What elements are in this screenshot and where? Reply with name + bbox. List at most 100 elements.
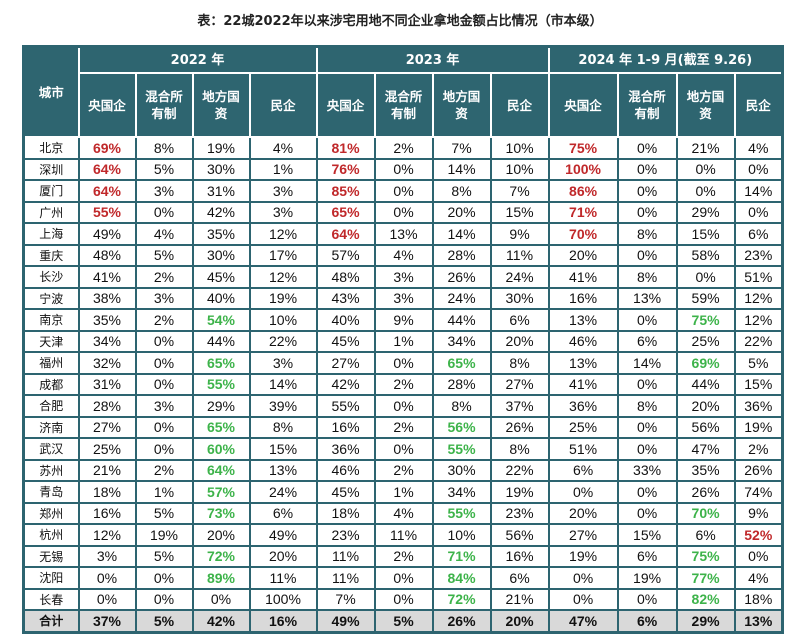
value-cell: 14% [733,179,784,203]
value-cell: 26% [489,415,550,439]
value-cell: 57% [191,480,251,504]
value-cell: 19% [489,480,550,504]
value-cell: 55% [315,394,376,418]
value-cell: 20% [248,544,318,568]
value-cell: 73% [191,501,251,525]
value-cell: 82% [675,587,736,611]
header-col: 民企 [248,72,318,138]
value-cell: 0% [191,587,251,611]
value-cell: 2% [373,544,434,568]
value-cell: 8% [134,136,194,160]
value-cell: 2% [373,372,434,396]
value-cell: 2% [134,265,194,289]
value-cell: 0% [616,501,678,525]
header-col: 央国企 [547,72,619,138]
value-cell: 0% [733,544,784,568]
value-cell: 13% [373,222,434,246]
value-cell: 69% [77,136,137,160]
value-cell: 31% [77,372,137,396]
value-cell: 14% [431,222,492,246]
value-cell: 19% [134,523,194,547]
value-cell: 35% [675,458,736,482]
value-cell: 48% [315,265,376,289]
value-cell: 4% [733,566,784,590]
value-cell: 42% [191,200,251,224]
value-cell: 0% [675,265,736,289]
value-cell: 3% [373,265,434,289]
value-cell: 20% [191,523,251,547]
value-cell: 0% [616,480,678,504]
value-cell: 31% [191,179,251,203]
value-cell: 20% [431,200,492,224]
value-cell: 0% [134,415,194,439]
value-cell: 40% [191,286,251,310]
value-cell: 12% [733,308,784,332]
value-cell: 55% [77,200,137,224]
value-cell: 4% [733,136,784,160]
value-cell: 12% [733,286,784,310]
header-col: 地方国资 [431,72,492,138]
value-cell: 64% [77,157,137,181]
table-row: 青岛 18% 1% 57% 24% 45% 1% 34% 19% 0% 0% 26% 74% [22,480,784,504]
value-cell: 0% [134,587,194,611]
value-cell: 35% [77,308,137,332]
value-cell: 75% [675,544,736,568]
value-cell: 22% [733,329,784,353]
city-cell: 青岛 [22,480,80,504]
value-cell: 18% [77,480,137,504]
city-cell: 厦门 [22,179,80,203]
value-cell: 0% [373,566,434,590]
value-cell: 0% [134,351,194,375]
value-cell: 45% [315,480,376,504]
city-cell: 苏州 [22,458,80,482]
value-cell: 45% [191,265,251,289]
value-cell: 46% [547,329,619,353]
value-cell: 0% [616,372,678,396]
value-cell: 2% [134,458,194,482]
value-cell: 13% [547,308,619,332]
value-cell: 55% [431,437,492,461]
value-cell: 4% [248,136,318,160]
value-cell: 29% [191,394,251,418]
value-cell: 12% [248,222,318,246]
value-cell: 15% [248,437,318,461]
value-cell: 65% [315,200,376,224]
value-cell: 1% [248,157,318,181]
value-cell: 44% [675,372,736,396]
table-row: 济南 27% 0% 65% 8% 16% 2% 56% 26% 25% 0% 56% 19% [22,415,784,439]
value-cell: 1% [373,329,434,353]
value-cell: 0% [616,308,678,332]
value-cell: 5% [134,544,194,568]
value-cell: 0% [373,179,434,203]
value-cell: 46% [315,458,376,482]
value-cell: 10% [489,136,550,160]
value-cell: 4% [373,243,434,267]
value-cell: 30% [191,157,251,181]
value-cell: 15% [733,372,784,396]
value-cell: 0% [373,437,434,461]
value-cell: 14% [248,372,318,396]
value-cell: 41% [547,372,619,396]
value-cell: 0% [373,587,434,611]
value-cell: 34% [431,329,492,353]
value-cell: 64% [77,179,137,203]
city-cell: 杭州 [22,523,80,547]
table-row: 重庆 48% 5% 30% 17% 57% 4% 28% 11% 20% 0% 58% 23% [22,243,784,267]
value-cell: 2% [373,136,434,160]
table-row: 北京 69% 8% 19% 4% 81% 2% 7% 10% 75% 0% 21% 4% [22,136,784,160]
value-cell: 2% [373,415,434,439]
value-cell: 8% [616,394,678,418]
value-cell: 47% [675,437,736,461]
value-cell: 0% [373,157,434,181]
value-cell: 77% [675,566,736,590]
value-cell: 56% [675,415,736,439]
header-col: 民企 [489,72,550,138]
value-cell: 72% [431,587,492,611]
value-cell: 74% [733,480,784,504]
value-cell: 5% [134,243,194,267]
value-cell: 30% [431,458,492,482]
table-row: 南京 35% 2% 54% 10% 40% 9% 44% 6% 13% 0% 75% 12% [22,308,784,332]
value-cell: 58% [675,243,736,267]
value-cell: 28% [431,372,492,396]
value-cell: 0% [373,394,434,418]
